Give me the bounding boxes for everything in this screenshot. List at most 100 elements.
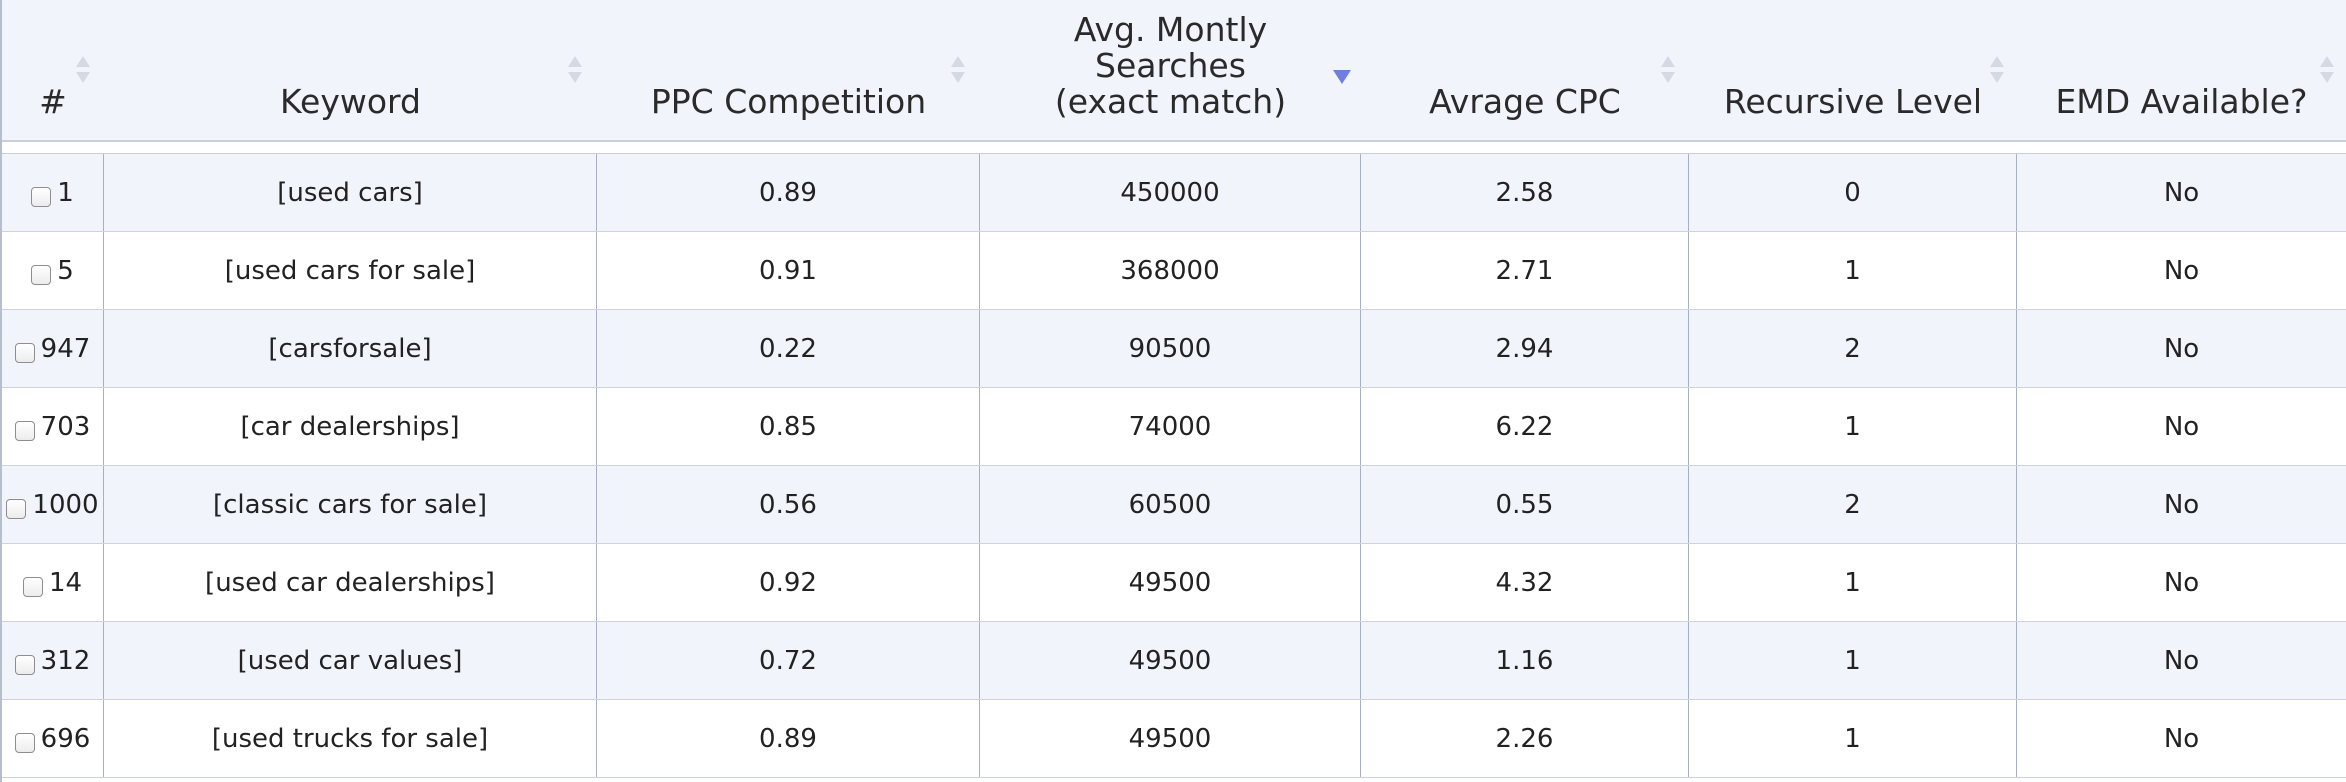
ppc-competition-value: 0.22 [759, 333, 817, 364]
keyword-cell: [used trucks for sale] [104, 700, 597, 777]
table-row: 696 [used trucks for sale] 0.89 49500 2.26 1 N… [2, 700, 2346, 778]
emd-available-value: No [2163, 489, 2200, 520]
sort-both-icon [76, 56, 90, 86]
table-row: 1 [used cars] 0.89 450000 2.58 0 No [2, 154, 2346, 232]
emd-available-value: No [2163, 567, 2200, 598]
table-row: 312 [used car values] 0.72 49500 1.16 1 No [2, 622, 2346, 700]
column-header-label: Recursive Level [1723, 82, 1983, 121]
sort-both-icon [1990, 56, 2004, 86]
row-select-checkbox[interactable] [31, 186, 52, 207]
average-cpc-value: 2.26 [1495, 723, 1554, 754]
recursive-level-value: 0 [1844, 177, 1861, 208]
row-number-cell: 1 [2, 154, 104, 231]
average-cpc-value: 2.58 [1495, 177, 1554, 208]
recursive-level-cell: 1 [1689, 232, 2017, 309]
row-number-value: 14 [48, 567, 83, 598]
avg-monthly-searches-cell: 49500 [980, 622, 1361, 699]
avg-monthly-searches-cell: 60500 [980, 466, 1361, 543]
average-cpc-cell: 1.16 [1361, 622, 1689, 699]
emd-available-cell: No [2017, 232, 2346, 309]
column-header-label: Avg. Montly Searches (exact match) [1054, 10, 1287, 121]
table-row: 1000 [classic cars for sale] 0.56 60500 0.55… [2, 466, 2346, 544]
keyword-value: [used car dealerships] [205, 567, 495, 598]
emd-available-value: No [2163, 723, 2200, 754]
recursive-level-cell: 2 [1689, 310, 2017, 387]
recursive-level-value: 1 [1844, 723, 1861, 754]
avg-monthly-searches-value: 49500 [1128, 645, 1212, 676]
row-number-cell: 696 [2, 700, 104, 777]
row-select-checkbox[interactable] [14, 732, 35, 753]
row-number-value: 696 [40, 723, 91, 754]
column-header-ppc-competition[interactable]: PPC Competition [597, 0, 980, 140]
row-number-value: 5 [57, 255, 74, 286]
emd-available-cell: No [2017, 700, 2346, 777]
row-select-checkbox[interactable] [31, 264, 52, 285]
column-header-emd-available[interactable]: EMD Available? [2017, 0, 2346, 140]
emd-available-cell: No [2017, 388, 2346, 465]
average-cpc-cell: 4.32 [1361, 544, 1689, 621]
keyword-cell: [used car dealerships] [104, 544, 597, 621]
emd-available-cell: No [2017, 466, 2346, 543]
avg-monthly-searches-value: 49500 [1128, 567, 1212, 598]
row-select-checkbox[interactable] [14, 654, 35, 675]
avg-monthly-searches-cell: 49500 [980, 700, 1361, 777]
avg-monthly-searches-cell: 74000 [980, 388, 1361, 465]
column-header-avg-monthly-searches[interactable]: Avg. Montly Searches (exact match) [980, 0, 1361, 140]
ppc-competition-value: 0.85 [759, 411, 817, 442]
row-number-cell: 947 [2, 310, 104, 387]
column-header-recursive-level[interactable]: Recursive Level [1689, 0, 2017, 140]
ppc-competition-cell: 0.85 [597, 388, 980, 465]
sort-both-icon [568, 56, 582, 86]
column-header-average-cpc[interactable]: Avrage CPC [1361, 0, 1689, 140]
average-cpc-cell: 6.22 [1361, 388, 1689, 465]
row-select-checkbox[interactable] [6, 498, 27, 519]
average-cpc-cell: 0.55 [1361, 466, 1689, 543]
recursive-level-cell: 2 [1689, 466, 2017, 543]
row-number-value: 1 [57, 177, 74, 208]
row-select-checkbox[interactable] [14, 342, 35, 363]
recursive-level-cell: 1 [1689, 388, 2017, 465]
table-header: # Keyword PPC Competition Avg. Montly Se… [2, 0, 2346, 142]
average-cpc-value: 0.55 [1495, 489, 1554, 520]
avg-monthly-searches-value: 90500 [1128, 333, 1212, 364]
row-select-checkbox[interactable] [14, 420, 35, 441]
average-cpc-cell: 2.58 [1361, 154, 1689, 231]
avg-monthly-searches-cell: 450000 [980, 154, 1361, 231]
ppc-competition-cell: 0.91 [597, 232, 980, 309]
emd-available-value: No [2163, 645, 2200, 676]
recursive-level-value: 1 [1844, 645, 1861, 676]
recursive-level-cell: 1 [1689, 700, 2017, 777]
ppc-competition-value: 0.72 [759, 645, 817, 676]
row-number-cell: 703 [2, 388, 104, 465]
table-row: 947 [carsforsale] 0.22 90500 2.94 2 No [2, 310, 2346, 388]
ppc-competition-cell: 0.56 [597, 466, 980, 543]
row-number-value: 947 [40, 333, 91, 364]
emd-available-value: No [2163, 255, 2200, 286]
recursive-level-cell: 0 [1689, 154, 2017, 231]
emd-available-cell: No [2017, 310, 2346, 387]
keyword-cell: [used cars for sale] [104, 232, 597, 309]
keyword-value: [used cars for sale] [224, 255, 476, 286]
recursive-level-value: 1 [1844, 255, 1861, 286]
row-number-cell: 14 [2, 544, 104, 621]
column-header-number[interactable]: # [2, 0, 104, 140]
emd-available-cell: No [2017, 154, 2346, 231]
row-number-value: 312 [40, 645, 91, 676]
row-select-checkbox[interactable] [22, 576, 43, 597]
sort-both-icon [951, 56, 965, 86]
column-header-keyword[interactable]: Keyword [104, 0, 597, 140]
column-header-label: EMD Available? [2055, 82, 2308, 121]
table-row: 14 [used car dealerships] 0.92 49500 4.32 1 No [2, 544, 2346, 622]
table-row: 703 [car dealerships] 0.85 74000 6.22 1 No [2, 388, 2346, 466]
keyword-value: [car dealerships] [240, 411, 460, 442]
average-cpc-value: 2.94 [1495, 333, 1554, 364]
sort-both-icon [1661, 56, 1675, 86]
ppc-competition-cell: 0.72 [597, 622, 980, 699]
ppc-competition-cell: 0.92 [597, 544, 980, 621]
avg-monthly-searches-cell: 49500 [980, 544, 1361, 621]
keyword-value: [used trucks for sale] [211, 723, 489, 754]
column-header-label: # [39, 82, 67, 121]
row-number-value: 1000 [32, 489, 99, 520]
column-header-label: PPC Competition [650, 82, 927, 121]
average-cpc-cell: 2.94 [1361, 310, 1689, 387]
